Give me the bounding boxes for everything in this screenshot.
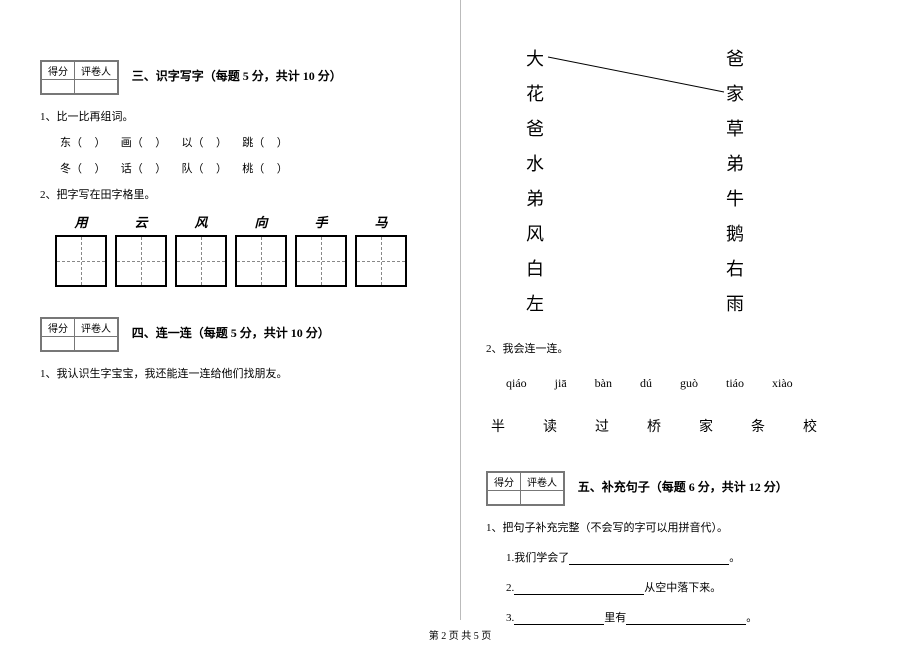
reviewer-label: 评卷人 bbox=[75, 62, 118, 80]
right-column: 大 花 爸 水 弟 风 白 左 爸 家 草 弟 牛 鹅 右 雨 2、我会连一连。 bbox=[460, 0, 920, 620]
match-line bbox=[548, 57, 724, 92]
score-cell bbox=[42, 80, 75, 94]
match-right-item: 草 bbox=[726, 115, 744, 150]
blank bbox=[569, 564, 729, 565]
match-right-item: 爸 bbox=[726, 45, 744, 80]
match-left-item: 风 bbox=[526, 220, 544, 255]
section3-header: 得分 评卷人 三、识字写字（每题 5 分，共计 10 分） bbox=[40, 60, 440, 98]
match-left-item: 白 bbox=[526, 255, 544, 290]
section4-title: 四、连一连（每题 5 分，共计 10 分） bbox=[132, 324, 330, 341]
score-box: 得分 评卷人 bbox=[40, 317, 119, 352]
blank bbox=[514, 624, 604, 625]
s3-q2: 2、把字写在田字格里。 bbox=[40, 186, 440, 202]
s5-s2: 2.从空中落下来。 bbox=[506, 579, 890, 595]
tianzi-box bbox=[235, 235, 287, 287]
score-box: 得分 评卷人 bbox=[486, 471, 565, 506]
pinyin-row: qiáo jiā bàn dú guò tiáo xiào bbox=[506, 376, 890, 391]
match-left-item: 花 bbox=[526, 80, 544, 115]
match-svg bbox=[486, 45, 886, 325]
tianzi-row bbox=[55, 235, 440, 287]
match-right-item: 鹅 bbox=[726, 220, 744, 255]
match-left-item: 爸 bbox=[526, 115, 544, 150]
match-right-item: 弟 bbox=[726, 150, 744, 185]
section4-header: 得分 评卷人 四、连一连（每题 5 分，共计 10 分） bbox=[40, 317, 440, 355]
reviewer-cell bbox=[75, 80, 118, 94]
match-area: 大 花 爸 水 弟 风 白 左 爸 家 草 弟 牛 鹅 右 雨 bbox=[486, 45, 886, 325]
match-left-item: 弟 bbox=[526, 185, 544, 220]
blank bbox=[514, 594, 644, 595]
s5-s1: 1.我们学会了。 bbox=[506, 549, 890, 565]
section5-title: 五、补充句子（每题 6 分，共计 12 分） bbox=[578, 478, 788, 495]
s3-row1: 东（） 画（） 以（） 跳（） bbox=[60, 134, 440, 150]
s3-q1: 1、比一比再组词。 bbox=[40, 108, 440, 124]
s5-q1: 1、把句子补充完整（不会写的字可以用拼音代）。 bbox=[486, 519, 890, 535]
match-left-item: 左 bbox=[526, 290, 544, 325]
tianzi-box bbox=[115, 235, 167, 287]
score-box: 得分 评卷人 bbox=[40, 60, 119, 95]
match-left-item: 水 bbox=[526, 150, 544, 185]
match-right-item: 右 bbox=[726, 255, 744, 290]
s5-s3: 3.里有。 bbox=[506, 609, 890, 625]
tianzi-labels: 用 云 风 向 手 马 bbox=[55, 212, 440, 231]
s4-q2: 2、我会连一连。 bbox=[486, 340, 890, 356]
section5-header: 得分 评卷人 五、补充句子（每题 6 分，共计 12 分） bbox=[486, 471, 890, 509]
match-left-item: 大 bbox=[526, 45, 544, 80]
match-right-item: 雨 bbox=[726, 290, 744, 325]
blank bbox=[626, 624, 746, 625]
hanzi-row: 半 读 过 桥 家 条 校 bbox=[491, 416, 890, 436]
tianzi-box bbox=[355, 235, 407, 287]
tianzi-box bbox=[55, 235, 107, 287]
s4-q1: 1、我认识生字宝宝，我还能连一连给他们找朋友。 bbox=[40, 365, 440, 381]
match-right-item: 牛 bbox=[726, 185, 744, 220]
section3-title: 三、识字写字（每题 5 分，共计 10 分） bbox=[132, 67, 342, 84]
page-footer: 第 2 页 共 5 页 bbox=[0, 627, 920, 642]
match-right-col: 爸 家 草 弟 牛 鹅 右 雨 bbox=[726, 45, 744, 325]
match-left-col: 大 花 爸 水 弟 风 白 左 bbox=[526, 45, 544, 325]
left-column: 得分 评卷人 三、识字写字（每题 5 分，共计 10 分） 1、比一比再组词。 … bbox=[0, 0, 460, 620]
score-label: 得分 bbox=[42, 62, 75, 80]
tianzi-box bbox=[295, 235, 347, 287]
s3-row2: 冬（） 话（） 队（） 桃（） bbox=[60, 160, 440, 176]
match-right-item: 家 bbox=[726, 80, 744, 115]
tianzi-box bbox=[175, 235, 227, 287]
